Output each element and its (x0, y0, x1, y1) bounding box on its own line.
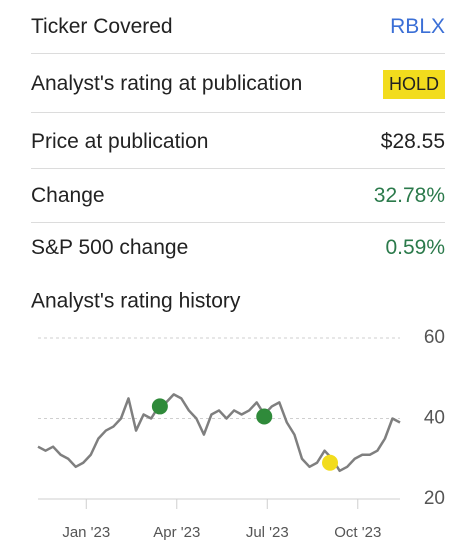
x-tick-label: Jan '23 (62, 524, 110, 541)
row: Ticker Covered RBLX (31, 7, 445, 47)
label: S&P 500 change (31, 236, 189, 259)
label: Ticker Covered (31, 15, 173, 38)
rating-dot (322, 454, 339, 471)
row: Analyst's rating at publication HOLD (31, 64, 445, 104)
x-tick-label: Jul '23 (246, 524, 289, 541)
price-line (37, 393, 401, 473)
label: Analyst's rating at publication (31, 72, 303, 95)
x-tick-label: Apr '23 (153, 524, 200, 541)
rating-dot (151, 398, 168, 415)
value: $28.55 (380, 130, 445, 153)
rating-dot (256, 408, 273, 425)
separator (31, 112, 445, 113)
rating-badge: HOLD (382, 69, 445, 99)
x-tick-label: Oct '23 (334, 524, 381, 541)
value: 32.78% (373, 184, 445, 207)
label: Change (31, 184, 105, 207)
y-tick-label: 60 (424, 327, 445, 348)
value[interactable]: RBLX (390, 15, 445, 38)
separator (31, 168, 445, 169)
separator (31, 53, 445, 54)
separator (31, 222, 445, 223)
y-tick-label: 40 (424, 408, 445, 429)
y-tick-label: 20 (424, 488, 445, 509)
value: 0.59% (385, 236, 445, 259)
row: S&P 500 change 0.59% (31, 228, 445, 268)
row: Price at publication $28.55 (31, 122, 445, 162)
label: Price at publication (31, 130, 209, 153)
chart-title: Analyst's rating history (31, 290, 241, 313)
row: Change 32.78% (31, 176, 445, 216)
